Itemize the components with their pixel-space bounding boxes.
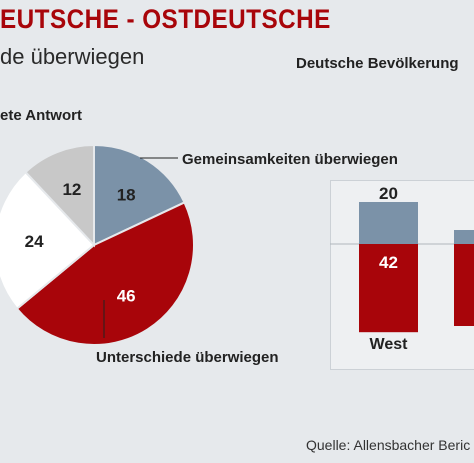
gemeinsam-annotation: Gemeinsamkeiten überwiegen	[182, 151, 398, 168]
bar-category-label: West	[370, 336, 409, 353]
bar-value-label-top: 20	[379, 184, 398, 203]
chart-subtitle: de überwiegen	[0, 44, 145, 69]
bar-segment-top	[359, 202, 418, 244]
chart-title: EUTSCHE - OSTDEUTSCHE	[0, 4, 331, 34]
pie-slice	[15, 201, 195, 346]
bar-segment-bottom	[359, 244, 418, 333]
pie-value-label: 18	[117, 185, 136, 204]
pie-slice	[93, 143, 186, 247]
bar-chart: 20 42 West	[330, 184, 474, 353]
bar-segment-cropped-bottom	[454, 244, 474, 326]
unterschied-annotation: Unterschiede überwiegen	[96, 349, 279, 366]
bar-value-label-bottom: 42	[379, 253, 398, 272]
pie-slice	[0, 170, 96, 311]
annotations: Gemeinsamkeiten überwiegen Unterschiede …	[96, 151, 398, 366]
source-note: Quelle: Allensbacher Beric	[306, 437, 471, 453]
pie-chart: 18 46 24 12	[0, 143, 195, 346]
pie-value-label: 24	[25, 232, 44, 251]
bar-segment-cropped-top	[454, 230, 474, 244]
pie-slice	[24, 143, 95, 248]
pie-value-label: 12	[62, 180, 81, 199]
pie-heading: ete Antwort	[0, 107, 82, 124]
right-heading: Deutsche Bevölkerung	[296, 55, 459, 72]
pie-value-label: 46	[117, 287, 136, 306]
